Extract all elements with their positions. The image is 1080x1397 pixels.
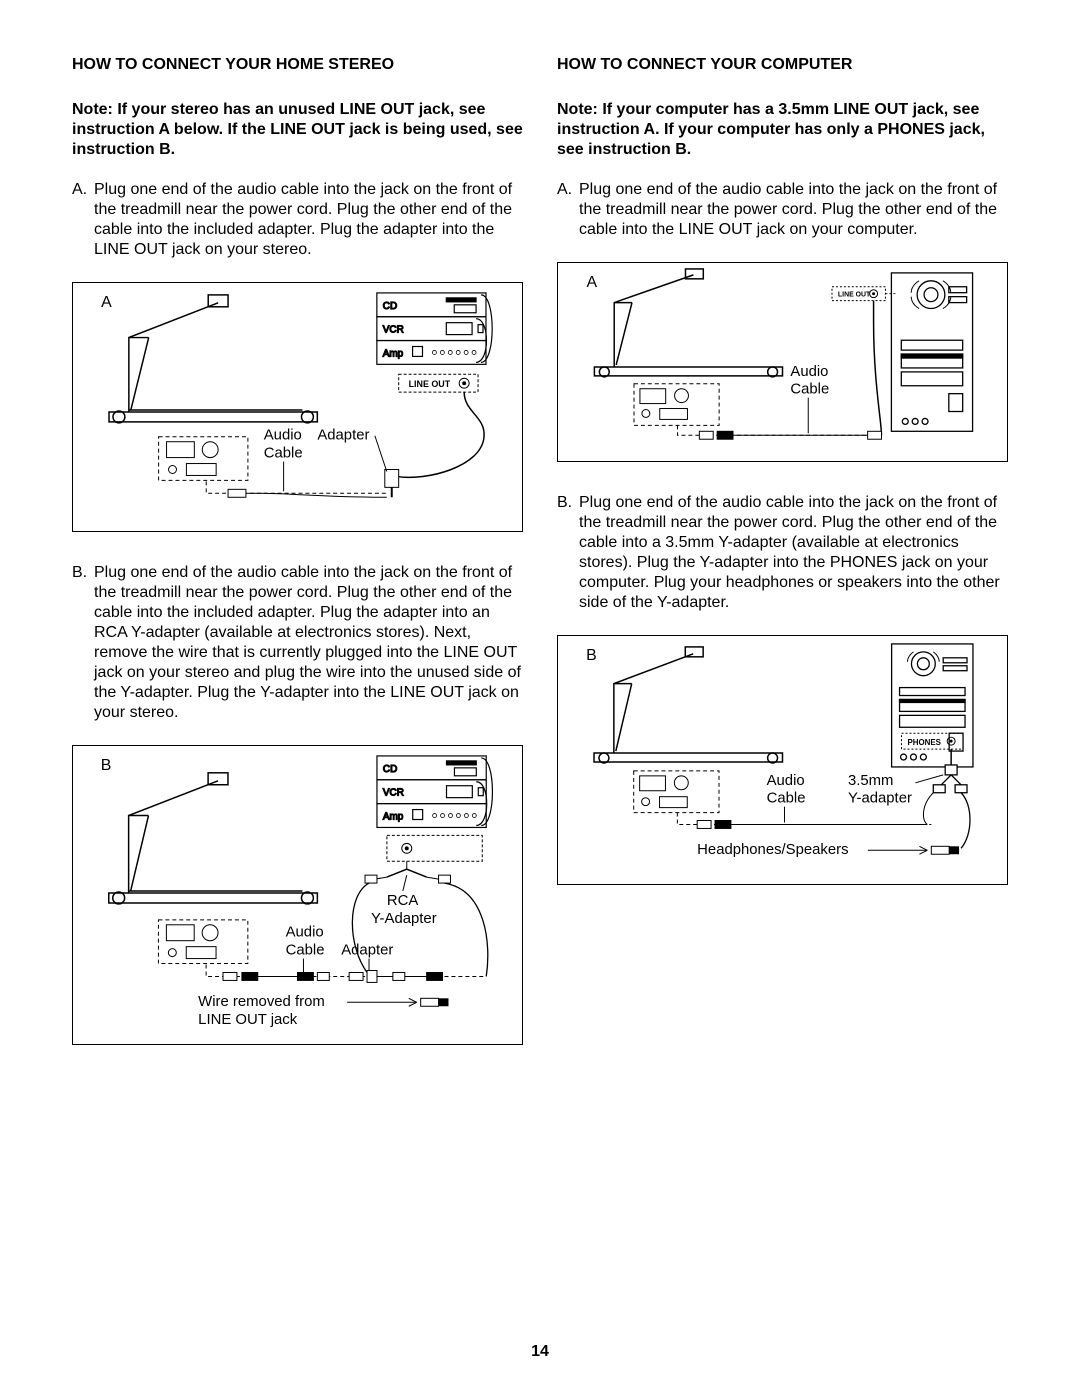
right-heading: HOW TO CONNECT YOUR COMPUTER	[557, 56, 1008, 74]
svg-text:CD: CD	[383, 764, 397, 775]
jack-panel-icon	[159, 437, 248, 481]
instr-body: Plug one end of the audio cable into the…	[579, 493, 1008, 613]
right-column: HOW TO CONNECT YOUR COMPUTER Note: If yo…	[557, 56, 1008, 1076]
cable-label: Cable	[264, 446, 303, 462]
two-column-layout: HOW TO CONNECT YOUR HOME STEREO Note: If…	[72, 56, 1008, 1076]
right-note: Note: If your computer has a 3.5mm LINE …	[557, 100, 1008, 160]
left-column: HOW TO CONNECT YOUR HOME STEREO Note: If…	[72, 56, 523, 1076]
adapter-label: Adapter	[341, 943, 393, 959]
treadmill-icon	[594, 269, 782, 377]
stereo-icon: CD VCR Amp	[377, 756, 492, 828]
instr-letter: A.	[557, 180, 579, 240]
treadmill-icon	[594, 647, 782, 763]
treadmill-icon	[109, 295, 317, 423]
phones-label-box: PHONES	[902, 733, 964, 749]
y-adapter-icon	[933, 765, 967, 793]
wire-removed-label-2: LINE OUT jack	[198, 1012, 298, 1028]
lineout-label-box: LINE OUT	[399, 374, 478, 392]
computer-tower-icon	[891, 273, 972, 431]
jack-panel-icon	[634, 384, 719, 426]
audio-label: Audio	[264, 428, 302, 444]
adapter-plug-icon	[385, 469, 399, 497]
stereo-icon: CD VCR Amp	[377, 293, 492, 364]
yadapter-label: Y-adapter	[848, 791, 912, 807]
yadapter-label: Y-Adapter	[371, 911, 437, 927]
cable-label: Cable	[767, 791, 806, 807]
audio-label: Audio	[790, 364, 828, 380]
cable-plug-icon	[223, 970, 443, 982]
svg-text:VCR: VCR	[383, 325, 404, 336]
diagram-label: A	[586, 274, 597, 291]
svg-text:LINE OUT: LINE OUT	[409, 379, 451, 389]
instr-letter: A.	[72, 180, 94, 260]
jack-panel-icon	[158, 920, 247, 964]
right-instruction-a: A. Plug one end of the audio cable into …	[557, 180, 1008, 240]
svg-text:VCR: VCR	[383, 788, 404, 799]
y-adapter-icon	[365, 861, 450, 883]
adapter-label: Adapter	[317, 428, 369, 444]
wire-removed-label-1: Wire removed from	[198, 994, 325, 1010]
computer-tower-icon	[892, 644, 973, 767]
instr-body: Plug one end of the audio cable into the…	[94, 563, 523, 723]
diagram-label: B	[586, 647, 597, 664]
cable-label: Cable	[790, 382, 829, 398]
left-heading: HOW TO CONNECT YOUR HOME STEREO	[72, 56, 523, 74]
left-instruction-a: A. Plug one end of the audio cable into …	[72, 180, 523, 260]
svg-text:PHONES: PHONES	[907, 738, 940, 747]
rca-label: RCA	[387, 893, 419, 909]
svg-text:LINE OUT: LINE OUT	[838, 292, 871, 299]
audio-label: Audio	[767, 773, 805, 789]
instr-letter: B.	[557, 493, 579, 613]
svg-text:Amp: Amp	[383, 812, 404, 823]
svg-text:Amp: Amp	[383, 348, 404, 359]
instr-body: Plug one end of the audio cable into the…	[94, 180, 523, 260]
cable-plug-icon	[699, 431, 881, 439]
adapter-cable-icon	[397, 392, 484, 477]
lineout-label-box: LINE OUT	[832, 287, 885, 301]
lineout-jack-icon	[387, 835, 482, 861]
diagram-label: B	[101, 757, 112, 774]
diagram-label: A	[101, 294, 112, 311]
headphones-label: Headphones/Speakers	[697, 842, 848, 858]
right-instruction-b: B. Plug one end of the audio cable into …	[557, 493, 1008, 613]
page-number: 14	[0, 1343, 1080, 1361]
jack-panel-icon	[634, 771, 719, 813]
diagram-computer-b: B	[557, 635, 1008, 885]
treadmill-icon	[109, 773, 318, 904]
svg-text:CD: CD	[383, 301, 397, 312]
instr-letter: B.	[72, 563, 94, 723]
audio-label: Audio	[286, 925, 324, 941]
left-note: Note: If your stereo has an unused LINE …	[72, 100, 523, 160]
left-instruction-b: B. Plug one end of the audio cable into …	[72, 563, 523, 723]
diagram-stereo-b: B CD VCR Amp	[72, 745, 523, 1045]
mm-label: 3.5mm	[848, 773, 893, 789]
diagram-computer-a: A	[557, 262, 1008, 462]
diagram-stereo-a: A CD VCR Amp	[72, 282, 523, 532]
instr-body: Plug one end of the audio cable into the…	[579, 180, 1008, 240]
cable-label: Cable	[286, 943, 325, 959]
